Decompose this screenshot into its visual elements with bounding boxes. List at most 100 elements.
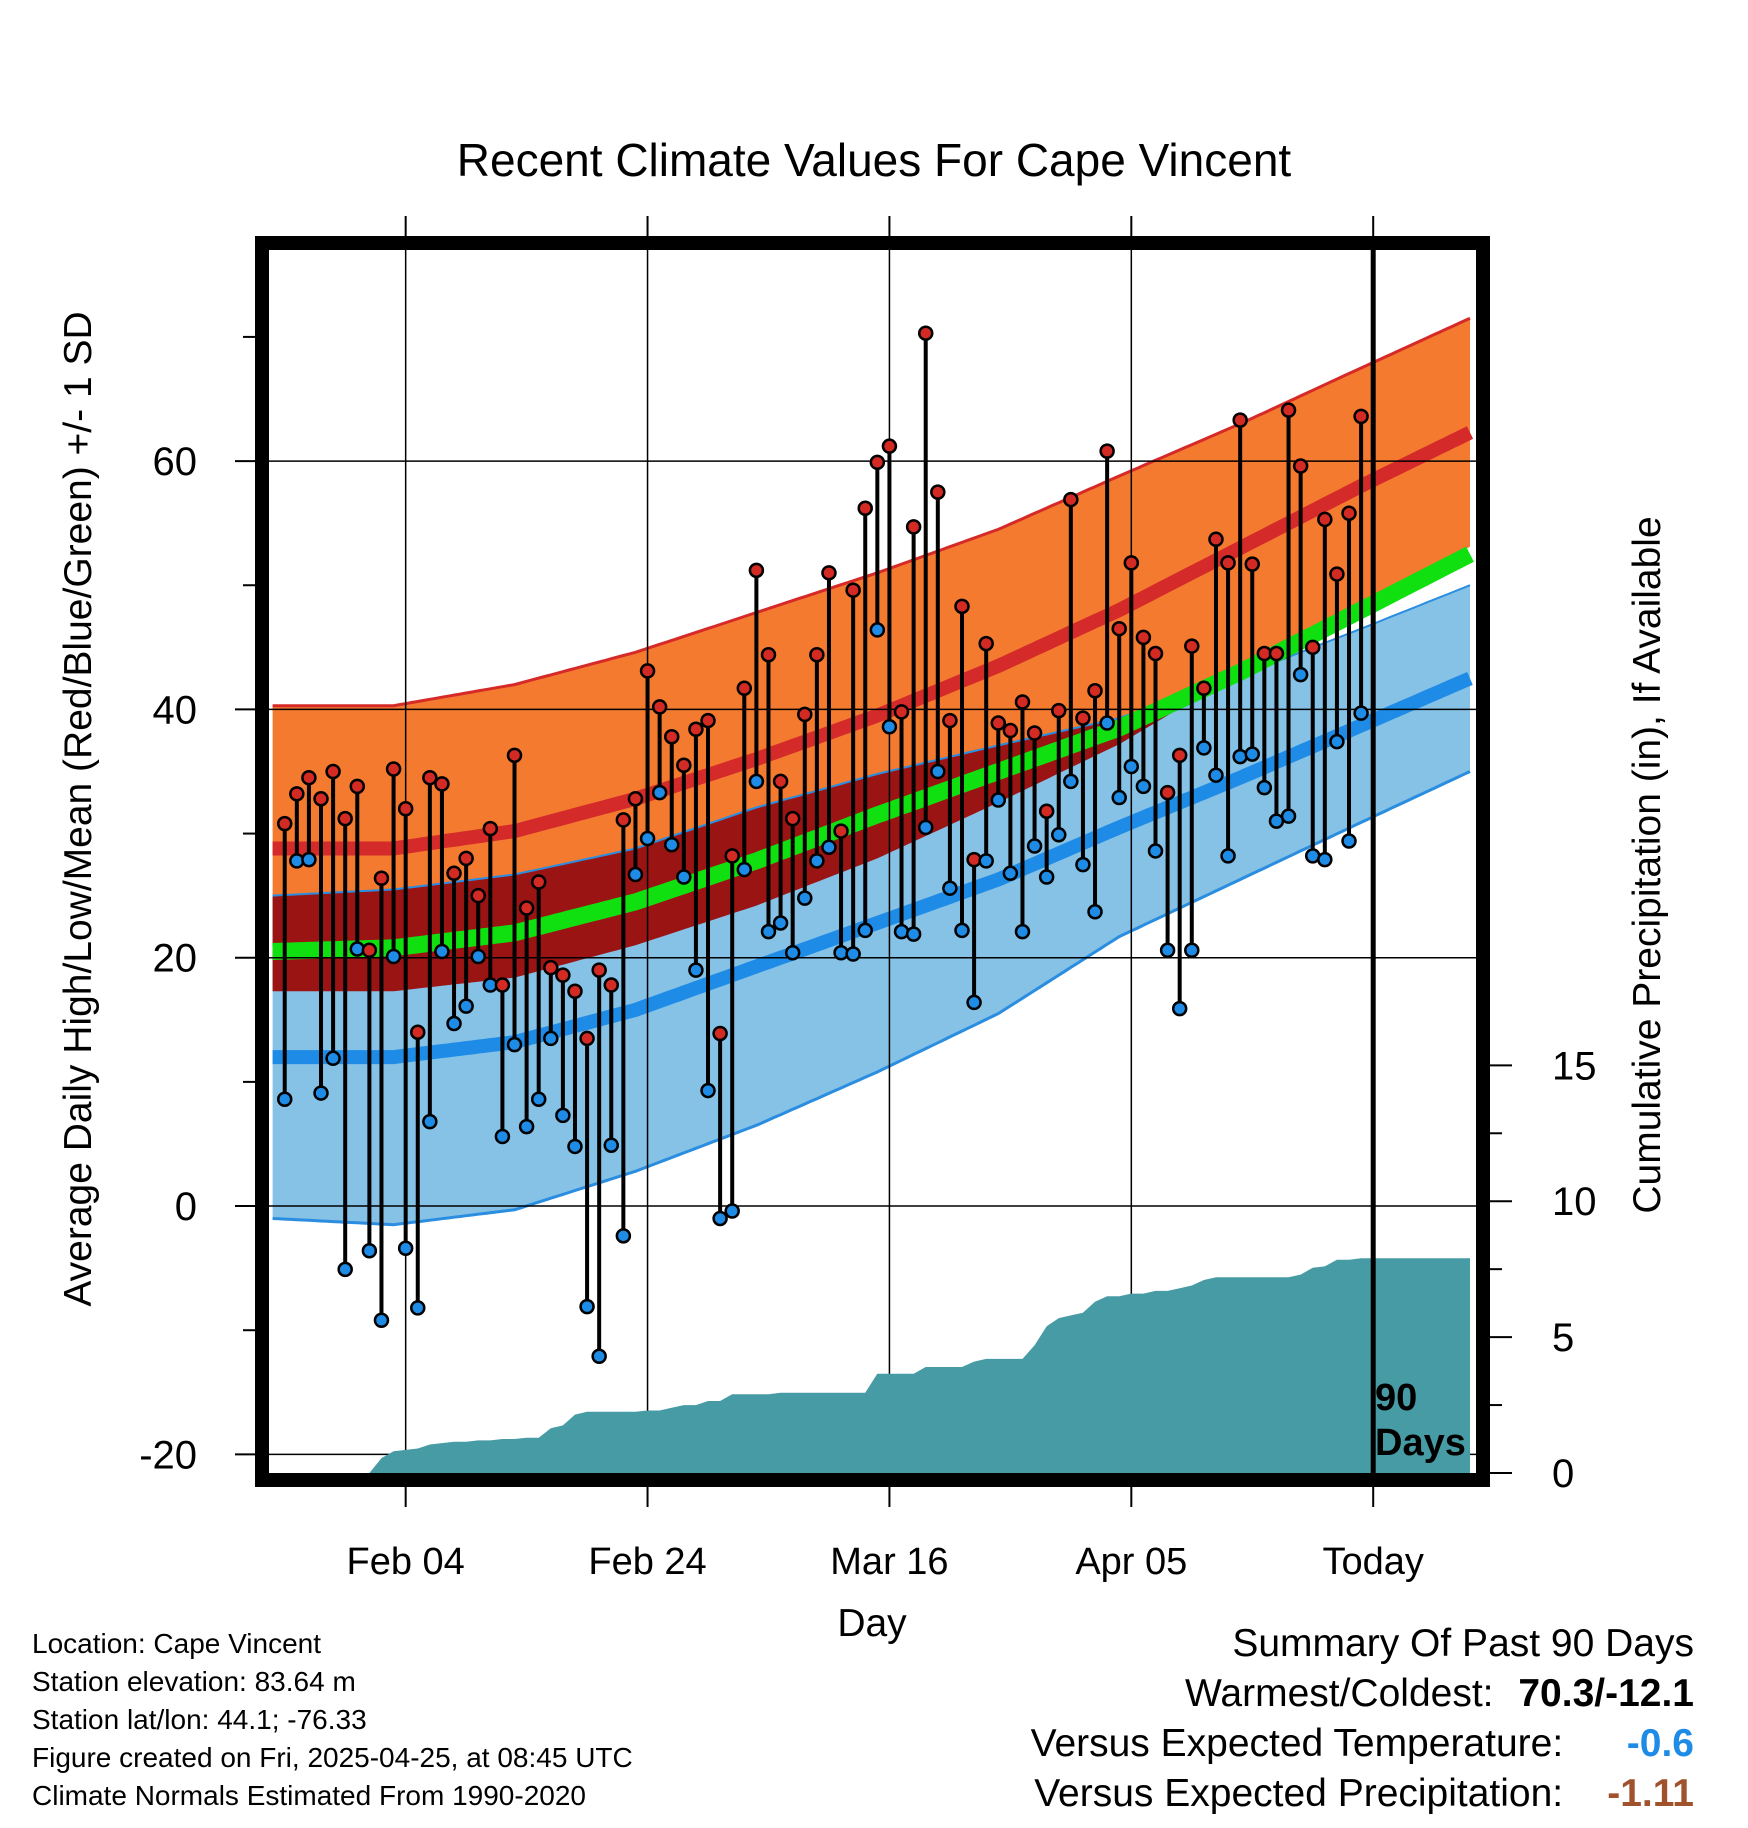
- daily-low-point: [301, 851, 317, 868]
- summary-temperature: Versus Expected Temperature: -0.6: [1031, 1722, 1694, 1766]
- daily-low-point: [1002, 865, 1019, 882]
- daily-high-point: [917, 325, 934, 341]
- daily-low-point: [543, 1030, 559, 1047]
- summary-precipitation-label: Versus Expected Precipitation:: [1034, 1772, 1564, 1815]
- daily-high-point: [1292, 458, 1309, 474]
- daily-high-point: [688, 721, 704, 738]
- daily-high-point: [930, 484, 946, 500]
- daily-high-point: [397, 800, 414, 817]
- daily-high-point: [591, 962, 607, 978]
- daily-low-point: [736, 861, 753, 878]
- daily-low-point: [917, 819, 934, 836]
- daily-high-point: [1002, 722, 1019, 739]
- daily-high-point: [410, 1024, 426, 1040]
- daily-low-point: [530, 1091, 547, 1108]
- daily-high-point: [651, 699, 668, 715]
- daily-high-point: [434, 776, 450, 792]
- daily-high-point: [724, 848, 740, 864]
- today-marker-label-unit: Days: [1375, 1422, 1466, 1464]
- daily-high-point: [1051, 702, 1067, 719]
- daily-low-point: [1353, 705, 1369, 721]
- daily-high-point: [978, 635, 994, 652]
- daily-high-point: [1111, 620, 1127, 637]
- daily-low-point: [494, 1128, 511, 1145]
- chart-title: Recent Climate Values For Cape Vincent: [457, 134, 1292, 186]
- daily-high-point: [506, 747, 523, 764]
- daily-low-point: [1123, 758, 1140, 775]
- daily-high-point: [1317, 511, 1333, 528]
- daily-low-point: [857, 922, 873, 939]
- daily-low-point: [361, 1242, 378, 1259]
- daily-low-point: [579, 1298, 595, 1315]
- daily-low-point: [1196, 740, 1212, 756]
- daily-low-point: [930, 763, 946, 780]
- daily-low-point: [881, 719, 898, 735]
- daily-low-point: [1099, 715, 1115, 731]
- daily-low-point: [978, 853, 994, 869]
- daily-low-point: [397, 1240, 414, 1257]
- daily-low-point: [1111, 789, 1127, 806]
- daily-low-point: [966, 994, 982, 1011]
- daily-low-point: [869, 622, 886, 638]
- daily-low-point: [990, 792, 1007, 808]
- daily-high-point: [712, 1025, 728, 1042]
- daily-high-point: [470, 887, 486, 904]
- daily-high-point: [289, 786, 305, 802]
- daily-low-point: [1063, 773, 1079, 790]
- daily-low-point: [954, 922, 970, 939]
- daily-low-point: [1184, 942, 1200, 959]
- summary-warmest-coldest-value: 70.3/-12.1: [1518, 1672, 1694, 1715]
- daily-low-point: [313, 1085, 329, 1101]
- daily-high-point: [1135, 629, 1152, 646]
- daily-low-point: [1159, 942, 1176, 959]
- daily-low-point: [1317, 851, 1333, 868]
- daily-low-point: [651, 784, 668, 801]
- daily-low-point: [1220, 848, 1236, 864]
- daily-low-point: [809, 853, 825, 869]
- daily-high-point: [494, 977, 511, 993]
- daily-high-point: [1171, 747, 1188, 764]
- daily-low-point: [784, 945, 801, 961]
- daily-low-point: [518, 1118, 535, 1135]
- daily-low-point: [905, 926, 922, 942]
- daily-low-point: [1256, 779, 1273, 796]
- daily-low-point: [567, 1138, 583, 1155]
- y2-tick-label: 5: [1552, 1316, 1574, 1360]
- daily-low-point: [1051, 827, 1067, 843]
- daily-high-point: [990, 715, 1007, 731]
- daily-low-point: [1208, 767, 1224, 783]
- daily-high-point: [555, 967, 571, 983]
- daily-high-point: [821, 565, 837, 581]
- daily-high-point: [1220, 555, 1236, 571]
- daily-high-point: [881, 438, 898, 454]
- daily-low-point: [772, 915, 789, 931]
- x-axis-label: Day: [837, 1602, 907, 1645]
- daily-high-point: [615, 812, 632, 828]
- daily-high-point: [1304, 639, 1321, 656]
- daily-high-point: [1087, 683, 1103, 699]
- daily-high-point: [458, 850, 474, 867]
- daily-low-point: [1075, 856, 1091, 873]
- daily-low-point: [1329, 733, 1345, 750]
- daily-low-point: [1026, 838, 1043, 854]
- x-tick-label: Apr 05: [1075, 1541, 1187, 1583]
- daily-low-point: [821, 839, 837, 855]
- daily-high-point: [567, 983, 583, 999]
- daily-high-point: [1159, 784, 1176, 801]
- daily-high-point: [700, 712, 716, 729]
- daily-low-point: [1087, 904, 1103, 920]
- daily-high-point: [942, 712, 958, 729]
- daily-high-point: [1063, 491, 1079, 508]
- y-tick-label: 20: [153, 937, 198, 981]
- daily-high-point: [1268, 645, 1285, 662]
- daily-low-point: [700, 1082, 716, 1099]
- daily-high-point: [760, 647, 777, 663]
- daily-low-point: [1292, 666, 1309, 683]
- daily-high-point: [809, 647, 825, 663]
- summary-temperature-label: Versus Expected Temperature:: [1030, 1722, 1564, 1765]
- info-normals: Climate Normals Estimated From 1990-2020: [32, 1780, 586, 1811]
- x-tick-label: Feb 24: [588, 1541, 706, 1583]
- daily-high-point: [893, 704, 910, 720]
- normal-low-band: [272, 585, 1471, 1225]
